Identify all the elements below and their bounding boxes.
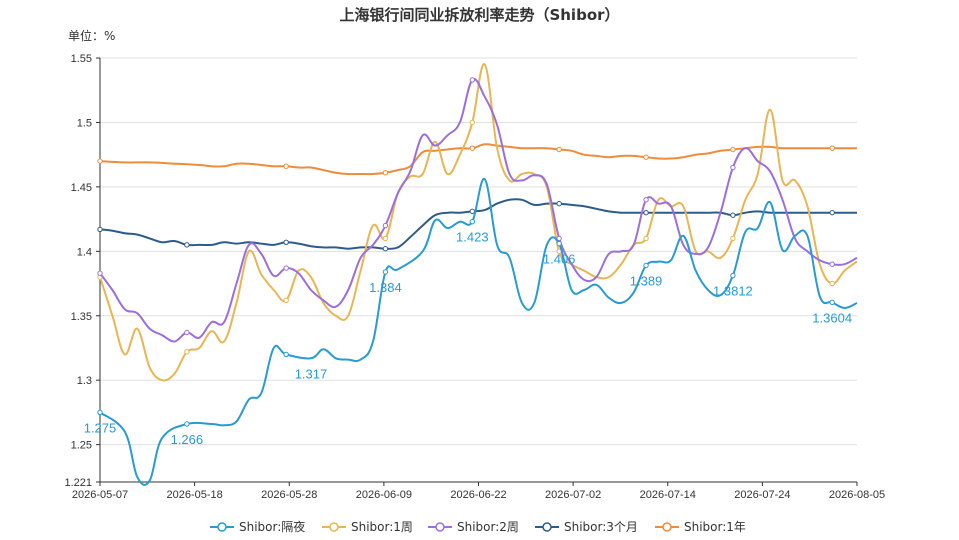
data-point — [184, 349, 190, 355]
legend-item[interactable]: Shibor:1周 — [322, 520, 413, 534]
x-tick-label: 2026-07-24 — [734, 489, 790, 501]
y-tick-label: 1.5 — [77, 117, 92, 129]
x-tick-label: 2026-08-05 — [829, 489, 885, 501]
series-line — [99, 63, 858, 382]
legend-label: Shibor:隔夜 — [239, 519, 305, 534]
y-tick-label: 1.3 — [77, 375, 92, 387]
series-line — [99, 178, 858, 486]
data-point — [382, 269, 389, 275]
data-label: 1.275 — [84, 420, 117, 435]
data-point — [556, 146, 562, 153]
series-3 — [97, 198, 857, 252]
data-point — [382, 222, 389, 229]
data-point — [283, 297, 289, 303]
legend-swatch-marker — [329, 522, 339, 532]
data-point — [829, 209, 835, 216]
data-point — [469, 145, 475, 151]
legend-swatch-marker — [662, 522, 672, 532]
data-point — [184, 329, 190, 336]
data-point — [469, 119, 475, 126]
data-point — [382, 235, 389, 242]
legend-swatch-marker — [217, 522, 227, 532]
data-point — [469, 77, 475, 83]
legend-label: Shibor:2周 — [457, 520, 519, 534]
data-point — [469, 208, 475, 215]
x-tick-label: 2026-06-09 — [356, 489, 412, 501]
data-point — [829, 145, 835, 151]
y-axis-unit-label: 单位：% — [68, 28, 115, 43]
series-lines — [97, 63, 858, 486]
data-point — [382, 169, 389, 176]
data-point — [556, 240, 562, 247]
data-label: 1.266 — [171, 432, 204, 447]
y-tick-label: 1.45 — [71, 182, 92, 194]
data-point — [97, 409, 103, 416]
y-tick-label: 1.25 — [71, 440, 92, 452]
data-point — [829, 299, 835, 306]
series-line — [99, 77, 858, 343]
data-label: 1.3604 — [812, 310, 852, 325]
x-tick-label: 2026-07-02 — [545, 489, 601, 501]
legend-label: Shibor:3个月 — [564, 520, 638, 534]
y-tick-label: 1.221 — [64, 477, 92, 489]
legend-item[interactable]: Shibor:1年 — [655, 520, 746, 534]
data-label: 1.3812 — [713, 284, 753, 299]
data-point — [730, 212, 736, 218]
data-point — [283, 351, 289, 358]
data-point — [283, 239, 289, 245]
data-point — [643, 197, 649, 203]
data-point — [97, 158, 103, 164]
x-tick-label: 2026-05-07 — [72, 489, 128, 501]
x-tick-label: 2026-07-14 — [640, 489, 696, 501]
data-label: 1.317 — [295, 366, 328, 381]
data-point — [556, 235, 562, 242]
legend-item[interactable]: Shibor:3个月 — [535, 520, 638, 534]
data-point — [184, 421, 190, 427]
x-tick-label: 2026-05-28 — [261, 489, 317, 501]
data-point — [283, 163, 289, 169]
grid-lines — [100, 57, 857, 446]
series-1 — [97, 63, 858, 382]
data-point — [730, 272, 736, 279]
y-tick-label: 1.55 — [71, 53, 92, 65]
data-labels: 1.275 1.266 1.317 1.384 1.423 1.406 1.389 1.381… — [84, 230, 852, 447]
legend-item[interactable]: Shibor:2周 — [428, 520, 519, 534]
data-point — [829, 280, 835, 287]
series-2 — [97, 77, 858, 343]
data-point — [184, 242, 190, 248]
data-point — [643, 209, 649, 216]
data-label: 1.406 — [543, 252, 576, 267]
x-tick-label: 2026-06-22 — [450, 489, 506, 501]
data-point — [283, 265, 289, 271]
data-point — [643, 262, 649, 269]
legend-swatch-marker — [435, 522, 445, 532]
legend-item[interactable]: Shibor:隔夜 — [210, 519, 305, 534]
data-point — [643, 154, 649, 160]
data-label: 1.384 — [369, 280, 402, 295]
data-point — [556, 200, 562, 207]
axes: 1.221 1.25 1.3 1.35 1.4 1.45 1.5 1.55 2026-05-07… — [64, 53, 885, 501]
data-point — [97, 270, 103, 276]
y-tick-label: 1.4 — [77, 246, 92, 258]
data-point — [469, 218, 475, 225]
data-point — [382, 246, 389, 252]
data-point — [643, 235, 649, 242]
series-0 — [97, 178, 858, 486]
data-point — [730, 235, 736, 242]
data-point — [829, 261, 835, 267]
legend-swatch-marker — [542, 522, 552, 532]
y-tick-label: 1.35 — [71, 311, 92, 323]
legend-label: Shibor:1周 — [351, 520, 413, 534]
data-point — [730, 164, 736, 171]
legend-label: Shibor:1年 — [684, 520, 746, 534]
legend: Shibor:隔夜 Shibor:1周 Shibor:2周 Shibor:3个月 Shi… — [210, 519, 746, 534]
data-label: 1.423 — [456, 230, 489, 245]
data-label: 1.389 — [630, 273, 663, 288]
data-point — [730, 146, 736, 153]
chart-title: 上海银行间同业拆放利率走势（Shibor） — [339, 6, 619, 24]
data-point — [97, 226, 103, 233]
x-tick-label: 2026-05-18 — [166, 489, 222, 501]
